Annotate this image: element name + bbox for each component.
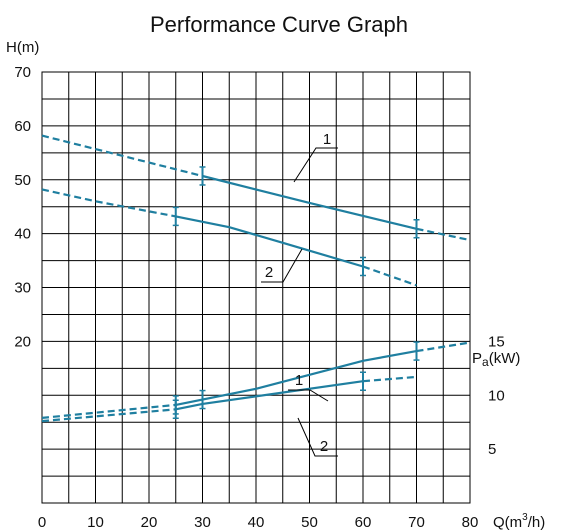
y-tick-label: 20 — [14, 333, 31, 350]
power-tick-label: 5 — [488, 441, 496, 458]
y-tick-label: 30 — [14, 280, 31, 297]
grid — [41, 71, 471, 504]
power-curve-2-dashed-right — [362, 375, 417, 383]
power-tick-label: 15 — [488, 333, 505, 350]
power-curve-1-dashed-right — [416, 341, 471, 353]
head-curve-2-dashed-right — [362, 265, 417, 287]
x-tick-label: 20 — [141, 514, 158, 531]
head-curve-2-leader — [261, 248, 303, 283]
x-tick-label: 50 — [301, 514, 318, 531]
head-curve-1-dashed-left — [41, 134, 203, 178]
x-tick-label: 40 — [248, 514, 265, 531]
head-curve-2-solid — [175, 215, 364, 268]
head-curve-2-dashed-left — [41, 188, 177, 218]
x-tick-label: 30 — [194, 514, 211, 531]
x-axis-label-tail: /h) — [528, 514, 546, 531]
head-curve-1-leader — [293, 147, 338, 183]
power-axis-label-main: P — [472, 350, 482, 367]
power-curve-1-solid — [175, 350, 417, 406]
x-tick-label: 0 — [38, 514, 46, 531]
chart-title: Performance Curve Graph — [150, 12, 408, 37]
x-tick-label: 60 — [355, 514, 372, 531]
power-tick-label: 10 — [488, 387, 505, 404]
x-tick-label: 80 — [462, 514, 479, 531]
power-curve-2-solid — [175, 380, 364, 411]
head-curve-1-solid — [202, 174, 417, 230]
y-tick-label: 60 — [14, 118, 31, 135]
head-curve-1-dashed-right — [416, 227, 471, 242]
y-tick-label: 50 — [14, 172, 31, 189]
tick-labels: 0 10 20 30 40 50 60 70 80 70 60 50 40 30 20 15 10 5 — [14, 64, 504, 531]
power-axis-label: Pa(kW) — [472, 350, 520, 369]
y-tick-label: 40 — [14, 226, 31, 243]
x-tick-label: 70 — [408, 514, 425, 531]
x-axis-label-main: Q(m — [493, 514, 522, 531]
y-tick-label: 70 — [14, 64, 31, 81]
power-curve-1-leader — [288, 389, 329, 402]
head-curve-1-number: 1 — [323, 131, 331, 148]
y-axis-label: H(m) — [6, 39, 39, 56]
power-curve-1-dashed-left — [41, 403, 176, 419]
power-curve-2-number: 2 — [320, 438, 328, 455]
power-curve-2-leader — [297, 417, 338, 457]
x-axis-label: Q(m3/h) — [493, 512, 545, 531]
head-curve-2-number: 2 — [265, 264, 273, 281]
x-tick-label: 10 — [87, 514, 104, 531]
power-axis-label-sub: a — [482, 355, 489, 369]
power-curve-2-dashed-left — [41, 408, 176, 423]
x-axis-label-sup: 3 — [522, 512, 528, 523]
series: 1 2 1 2 — [41, 131, 471, 457]
power-axis-label-tail: (kW) — [489, 350, 521, 367]
power-curve-1-number: 1 — [295, 372, 303, 389]
